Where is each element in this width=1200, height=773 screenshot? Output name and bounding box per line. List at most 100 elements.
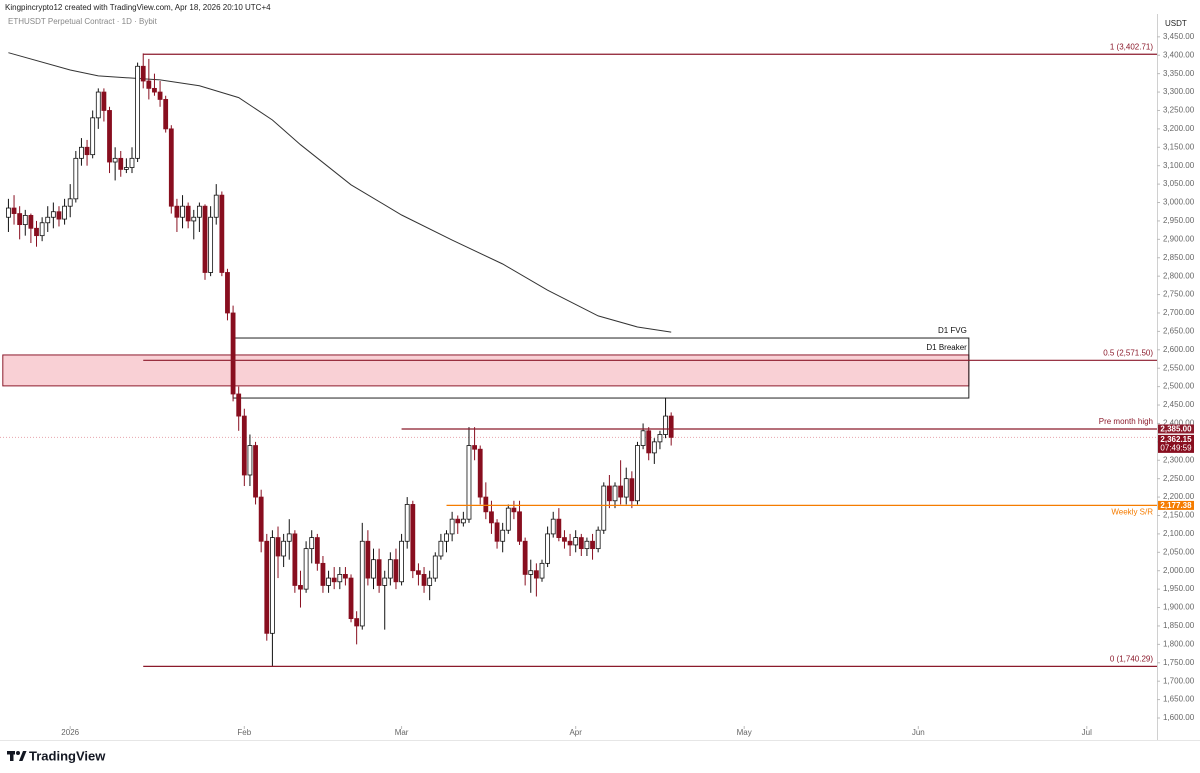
- y-tick-label: 2,400.00: [1163, 419, 1195, 428]
- candle-body: [466, 445, 472, 520]
- y-tick-label: 3,450.00: [1163, 32, 1195, 41]
- candle-body: [107, 110, 112, 163]
- candle-body: [230, 312, 236, 395]
- candle-body: [174, 205, 180, 218]
- candle-body: [185, 205, 191, 222]
- y-tick-label: 2,650.00: [1163, 327, 1195, 336]
- y-tick-label: 2,050.00: [1163, 547, 1195, 556]
- candle-body: [337, 574, 343, 583]
- level-label: Pre month high: [1099, 417, 1153, 426]
- candle-body: [67, 198, 73, 207]
- y-tick-label: 1,900.00: [1163, 603, 1195, 612]
- candle-body: [533, 570, 539, 579]
- candle-body: [404, 504, 410, 542]
- candle-body: [152, 87, 157, 93]
- candle-body: [522, 540, 528, 575]
- candle-body: [314, 537, 320, 564]
- candle-body: [629, 478, 635, 502]
- y-tick-label: 2,700.00: [1163, 308, 1195, 317]
- y-tick-label: 3,250.00: [1163, 106, 1195, 115]
- candle-body: [202, 205, 208, 273]
- x-tick-label: Mar: [395, 728, 409, 737]
- candle-body: [668, 415, 674, 438]
- zone-box: [2, 354, 970, 387]
- candle-body: [606, 485, 612, 502]
- candle-body: [483, 496, 489, 513]
- moving-average: [8, 52, 672, 333]
- x-tick-label: Apr: [569, 728, 582, 737]
- candle-body: [663, 415, 668, 435]
- candle-body: [225, 272, 230, 314]
- candle-body: [84, 146, 90, 156]
- candle-body: [601, 485, 607, 531]
- brand-name: TradingView: [29, 748, 106, 763]
- y-tick-label: 3,150.00: [1163, 142, 1195, 151]
- candle-body: [539, 562, 545, 579]
- candle-body: [135, 65, 141, 159]
- countdown: 07:49:59: [1160, 443, 1192, 452]
- candle-body: [129, 157, 135, 168]
- candle-body: [191, 216, 197, 222]
- candle-body: [449, 518, 455, 535]
- level-label: 1 (3,402.71): [1110, 42, 1153, 51]
- candle-body: [123, 167, 129, 170]
- candle-body: [432, 555, 438, 579]
- candle-body: [371, 559, 376, 579]
- candle-body: [34, 227, 39, 237]
- candle-body: [298, 585, 303, 590]
- candle-body: [28, 215, 34, 229]
- y-tick-label: 1,700.00: [1163, 676, 1195, 685]
- candle-body: [258, 496, 264, 542]
- candle-body: [118, 157, 124, 170]
- y-tick-label: 3,350.00: [1163, 69, 1195, 78]
- candle-body: [22, 215, 28, 226]
- candle-body: [651, 441, 657, 454]
- y-tick-label: 2,550.00: [1163, 363, 1195, 372]
- candle-body: [39, 222, 45, 237]
- candle-body: [354, 618, 360, 627]
- level-label: Weekly S/R: [1111, 508, 1153, 517]
- chart-title: ETHUSDT Perpetual Contract · 1D · Bybit: [8, 17, 158, 26]
- y-tick-label: 1,600.00: [1163, 713, 1195, 722]
- candle-body: [556, 518, 562, 538]
- x-tick-label: Jun: [912, 728, 925, 737]
- candle-body: [618, 485, 624, 498]
- price-tag-label: 2,385.00: [1160, 425, 1192, 434]
- candle-body: [11, 207, 17, 214]
- y-tick-label: 3,200.00: [1163, 124, 1195, 133]
- y-tick-label: 1,750.00: [1163, 658, 1195, 667]
- candle-body: [348, 577, 354, 619]
- candle-body: [359, 540, 365, 627]
- candle-body: [657, 434, 663, 443]
- y-tick-label: 1,950.00: [1163, 584, 1195, 593]
- x-tick-label: Jul: [1082, 728, 1092, 737]
- y-tick-label: 2,450.00: [1163, 400, 1195, 409]
- candle-body: [635, 445, 640, 502]
- candle-body: [460, 518, 466, 524]
- candle-body: [208, 216, 214, 273]
- candle-body: [472, 445, 477, 450]
- candle-body: [623, 478, 629, 498]
- candle-body: [180, 205, 185, 218]
- candle-body: [270, 537, 275, 634]
- candle-body: [101, 91, 107, 111]
- candle-body: [146, 80, 152, 89]
- candle-body: [573, 537, 579, 546]
- candle-body: [528, 570, 534, 575]
- candle-body: [112, 157, 118, 163]
- level-label: 0 (1,740.29): [1110, 654, 1153, 663]
- candle-body: [500, 529, 506, 542]
- y-tick-label: 2,100.00: [1163, 529, 1195, 538]
- candle-body: [6, 207, 11, 218]
- x-tick-label: 2026: [61, 728, 79, 737]
- candle-body: [168, 128, 174, 207]
- y-tick-label: 2,900.00: [1163, 234, 1195, 243]
- candle-body: [331, 577, 337, 583]
- candle-body: [545, 533, 551, 564]
- candle-body: [477, 448, 483, 498]
- candle-body: [517, 511, 522, 542]
- y-tick-label: 3,000.00: [1163, 198, 1195, 207]
- x-tick-label: May: [737, 728, 752, 737]
